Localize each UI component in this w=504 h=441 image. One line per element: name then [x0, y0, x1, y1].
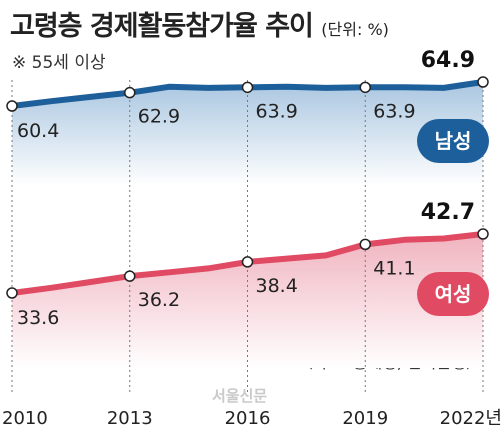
male-label-2016: 63.9 [256, 100, 298, 122]
male-label-2010: 60.4 [17, 120, 59, 142]
x-tick-2013: 2013 [107, 408, 153, 429]
x-tick-2019: 2019 [342, 408, 388, 429]
male-label-2019: 63.9 [373, 100, 415, 122]
male-point-2010 [6, 100, 18, 112]
female-legend-label: 여성 [435, 282, 472, 306]
male-point-2016 [241, 81, 254, 94]
female-point-2019 [359, 238, 371, 251]
female-point-2016 [241, 256, 254, 268]
male-legend-badge [417, 119, 489, 163]
male-label-2013: 62.9 [138, 106, 180, 128]
male-point-2019 [359, 81, 371, 94]
note-text: ※ 55세 이상 [12, 53, 106, 73]
female-label-2016: 38.4 [256, 275, 298, 297]
unit-label: (단위: %) [321, 20, 389, 39]
female-label-2022: 42.7 [421, 200, 475, 225]
chart-title: 고령층 경제활동참가율 추이 (단위: %) [10, 11, 389, 42]
female-point-2022 [477, 228, 489, 240]
watermark-logo: 서울신문 [212, 387, 268, 405]
x-tick-2016: 2016 [225, 408, 271, 429]
male-point-2022 [477, 76, 489, 88]
x-tick-2022년: 2022년 [440, 408, 502, 429]
male-point-2013 [124, 86, 136, 99]
female-label-2010: 33.6 [17, 307, 59, 329]
male-legend-label: 남성 [435, 129, 472, 153]
female-point-2013 [124, 270, 136, 282]
female-legend-badge [417, 272, 489, 316]
female-label-2019: 41.1 [373, 257, 415, 279]
female-label-2013: 36.2 [138, 289, 180, 311]
male-label-2022: 64.9 [421, 48, 475, 73]
x-tick-2010: 2010 [2, 408, 48, 429]
female-point-2010 [6, 287, 18, 299]
